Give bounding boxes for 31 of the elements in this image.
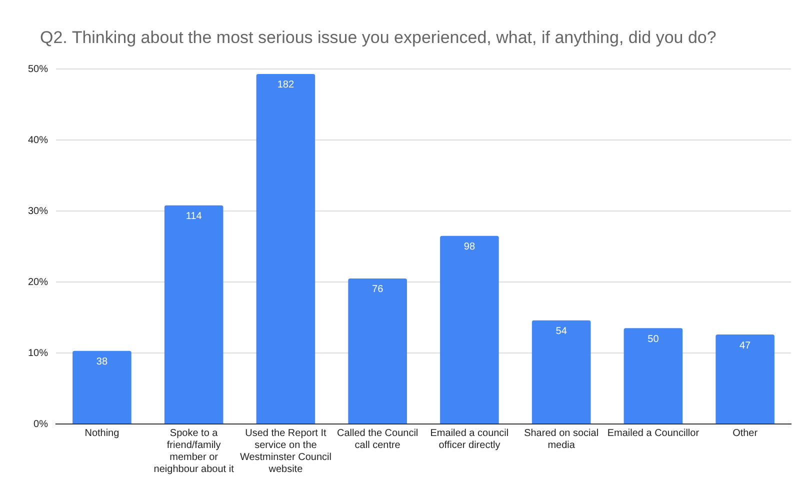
annotation: 76 xyxy=(372,284,384,296)
annotation: 54 xyxy=(556,326,568,338)
bar xyxy=(72,350,132,424)
x-tick-label: Used the Report It service on the Westminster Council website xyxy=(240,428,332,475)
bar xyxy=(164,205,224,424)
y-tick-label: 0% xyxy=(34,418,48,430)
y-tick-label: 50% xyxy=(28,64,48,75)
y-tick-label: 20% xyxy=(28,276,48,288)
annotation: 38 xyxy=(96,356,108,368)
annotation: 47 xyxy=(740,340,752,352)
chart-title: Q2. Thinking about the most serious issue you experienced, what, if anything, did you do? xyxy=(40,28,716,48)
x-tick-label: Emailed a council officer directly xyxy=(430,428,509,451)
y-tick-label: 10% xyxy=(28,348,48,359)
x-tick-label: Nothing xyxy=(84,428,120,439)
annotation: 114 xyxy=(186,211,202,222)
bar xyxy=(532,320,591,424)
annotation: 50 xyxy=(648,334,660,345)
x-tick-label: Spoke to a friend/family member or neighbour about it xyxy=(154,428,234,475)
y-tick-label: 30% xyxy=(28,206,48,217)
x-tick-label: Shared on social media xyxy=(524,428,599,451)
x-tick-label: Called the Council call centre xyxy=(336,428,418,451)
bar xyxy=(440,236,499,424)
bar xyxy=(256,74,316,424)
annotation: 182 xyxy=(277,80,294,91)
x-tick-label: Emailed a Councillor xyxy=(607,428,700,439)
bar xyxy=(624,328,683,424)
annotation: 98 xyxy=(464,242,476,253)
x-tick-label: Other xyxy=(732,428,758,439)
bar xyxy=(348,278,407,424)
bar xyxy=(716,334,774,424)
y-tick-label: 40% xyxy=(28,134,48,146)
